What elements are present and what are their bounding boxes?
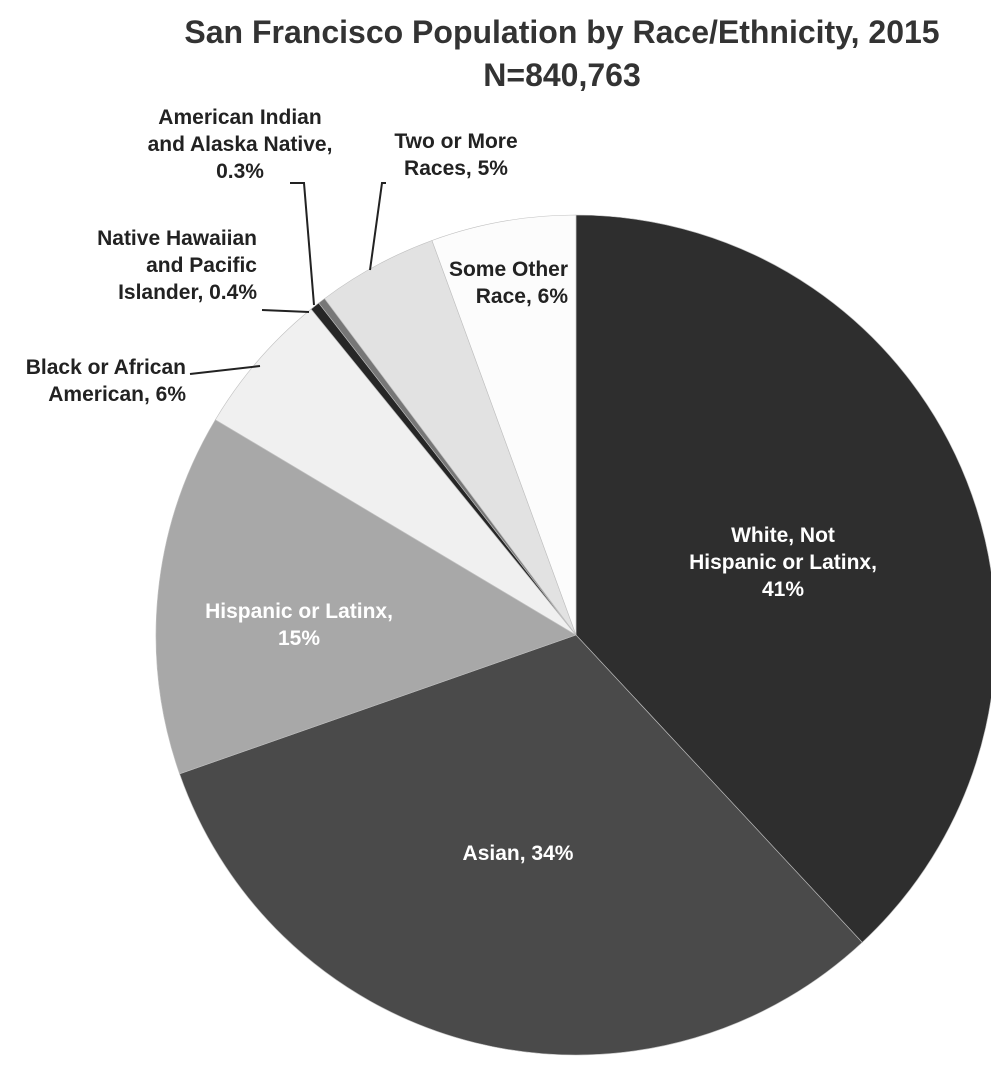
pie-slice-white-not-hispanic-or-latinx [575, 214, 991, 943]
chart-subtitle: N=840,763 [483, 57, 640, 93]
slice-label-white-not-hispanic-or-latinx: White, Not Hispanic or Latinx, 41% [689, 524, 877, 601]
leader-line-black-or-african-american [189, 365, 261, 375]
slice-label-asian: Asian, 34% [463, 842, 574, 865]
slice-label-two-or-more-races: Two or More Races, 5% [394, 130, 517, 180]
slice-label-native-hawaiian-and-pacific-islander: Native Hawaiian and Pacific Islander, 0.4% [97, 227, 257, 304]
slice-labels: White, Not Hispanic or Latinx, 41% Asian, 3… [26, 106, 877, 865]
slice-label-some-other-race: Some Other Race, 6% [449, 258, 568, 308]
leader-lines [189, 182, 386, 375]
pie-slice-hispanic-or-latinx [155, 419, 577, 775]
leader-line-two-or-more-races [369, 182, 386, 271]
chart-title: San Francisco Population by Race/Ethnici… [184, 14, 939, 50]
slice-label-american-indian-and-alaska-native: American Indian and Alaska Native, 0.3% [148, 106, 333, 183]
pie-slice-asian [179, 634, 863, 1056]
pie-slices [155, 214, 991, 1056]
pie-slice-black-or-african-american [214, 308, 577, 636]
slice-label-hispanic-or-latinx: Hispanic or Latinx, 15% [205, 600, 393, 650]
leader-line-native-hawaiian-and-pacific-islander [261, 309, 310, 313]
slice-label-black-or-african-american: Black or African American, 6% [26, 356, 187, 406]
pie-slice-some-other-race [431, 214, 577, 636]
leader-line-american-indian-and-alaska-native [290, 182, 315, 306]
